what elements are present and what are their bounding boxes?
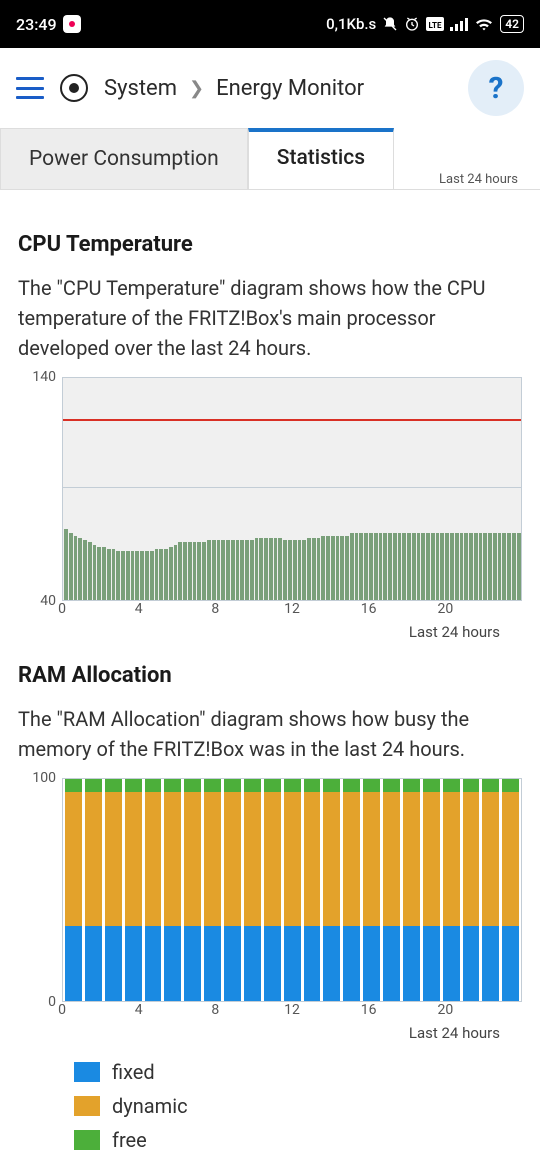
ram-section-title: RAM Allocation <box>18 663 522 688</box>
cpu-chart-xaxis: 048121620 <box>62 601 522 621</box>
notif-app-icon <box>63 15 81 33</box>
legend-swatch-dynamic <box>74 1096 100 1116</box>
ram-chart-ymax: 100 <box>18 770 56 786</box>
notif-mute-icon <box>382 16 398 32</box>
tab-statistics[interactable]: Statistics <box>248 128 394 189</box>
cpu-chart-plot <box>62 377 522 601</box>
wifi-icon <box>474 16 494 32</box>
volte-icon: LTE <box>426 17 444 31</box>
android-statusbar: 23:49 0,1Kb.s LTE 42 <box>0 0 540 48</box>
cpu-chart-caption: Last 24 hours <box>18 623 500 641</box>
cpu-section-desc: The "CPU Temperature" diagram shows how … <box>18 273 522 363</box>
legend-fixed: fixed <box>74 1060 522 1084</box>
alarm-icon <box>404 16 420 32</box>
prev-caption-truncated: Last 24 hours <box>394 128 540 189</box>
ram-chart-xaxis: 048121620 <box>62 1002 522 1022</box>
legend-dynamic: dynamic <box>74 1094 522 1118</box>
menu-button[interactable] <box>16 77 44 99</box>
ram-allocation-chart: 100 0 048121620 Last 24 hours <box>18 778 522 1042</box>
ram-chart-plot <box>62 778 522 1002</box>
app-logo-icon <box>60 74 88 102</box>
cpu-section-title: CPU Temperature <box>18 232 522 257</box>
breadcrumb-current: Energy Monitor <box>216 76 364 101</box>
app-header: System ❯ Energy Monitor ? <box>0 48 540 128</box>
cpu-chart-ymax: 140 <box>18 369 56 385</box>
breadcrumb-system[interactable]: System <box>104 76 177 101</box>
ram-chart-caption: Last 24 hours <box>18 1024 500 1042</box>
help-button[interactable]: ? <box>468 60 524 116</box>
cpu-chart-ymin: 40 <box>18 593 56 609</box>
legend-label-free: free <box>112 1128 147 1152</box>
battery-icon: 42 <box>500 15 524 33</box>
status-netspeed: 0,1Kb.s <box>326 15 376 33</box>
legend-label-fixed: fixed <box>112 1060 155 1084</box>
signal-icon <box>450 17 468 31</box>
ram-chart-ymin: 0 <box>18 994 56 1010</box>
ram-legend: fixed dynamic free <box>74 1060 522 1152</box>
legend-swatch-free <box>74 1130 100 1150</box>
breadcrumb: System ❯ Energy Monitor <box>104 76 452 101</box>
chevron-right-icon: ❯ <box>189 78 204 99</box>
tabs: Power Consumption Statistics Last 24 hou… <box>0 128 540 190</box>
ram-section-desc: The "RAM Allocation" diagram shows how b… <box>18 704 522 764</box>
tab-power-consumption[interactable]: Power Consumption <box>0 128 248 189</box>
status-time: 23:49 <box>16 15 57 34</box>
legend-label-dynamic: dynamic <box>112 1094 188 1118</box>
svg-text:LTE: LTE <box>429 21 442 30</box>
legend-free: free <box>74 1128 522 1152</box>
cpu-temperature-chart: 140 40 048121620 Last 24 hours <box>18 377 522 641</box>
legend-swatch-fixed <box>74 1062 100 1082</box>
